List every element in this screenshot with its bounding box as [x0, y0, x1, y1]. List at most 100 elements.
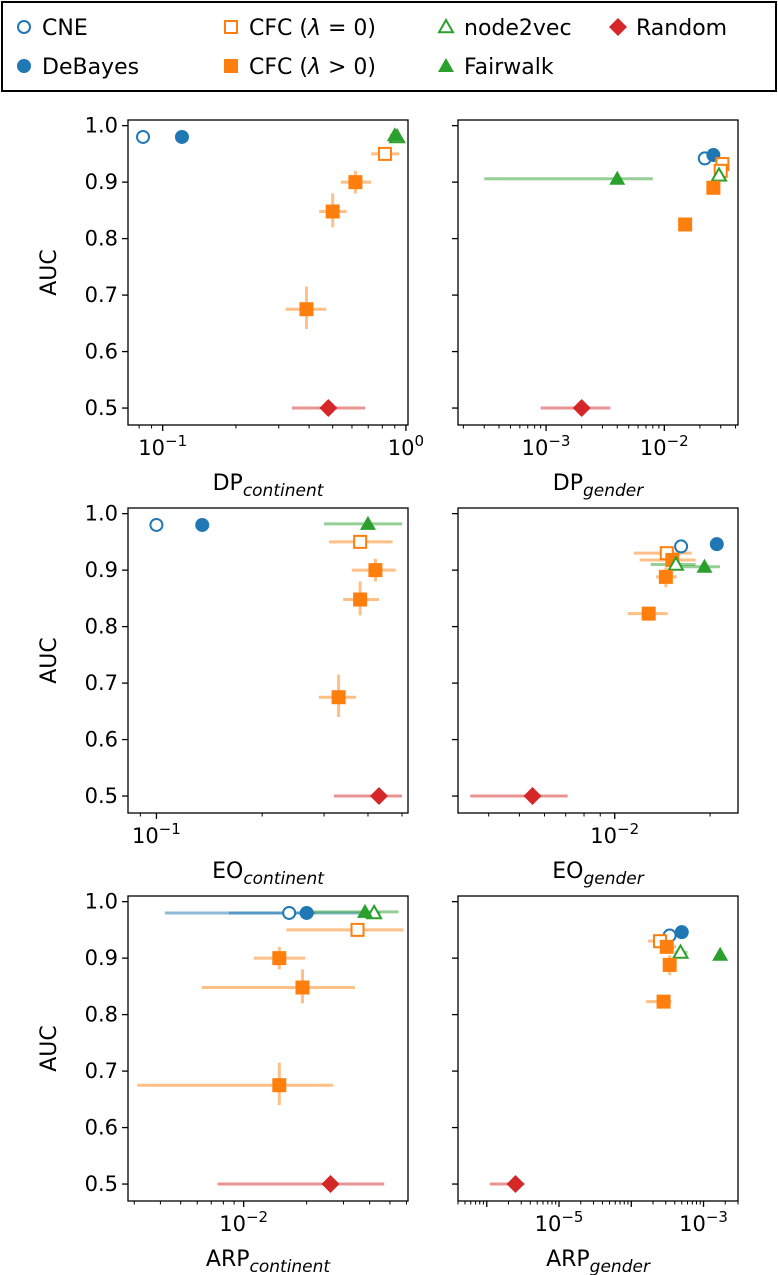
- point-cfc: [348, 175, 363, 190]
- point-cne: [136, 129, 151, 144]
- x-tick-label: 10−2: [640, 432, 689, 460]
- panel-dp-continent: 1.0 0.9 0.8 0.7 0.6 0.5 10−1 100 DPcontinent AUC: [37, 114, 424, 501]
- point-random: [523, 787, 542, 806]
- legend-marker-debayes: [17, 59, 31, 73]
- y-tick-label: 0.9: [85, 558, 118, 582]
- point-cne: [674, 539, 689, 554]
- legend-entry-cfc0: CFC (λ = 0): [224, 16, 376, 41]
- legend-label-random: Random: [636, 16, 727, 41]
- point-cfc: [659, 939, 674, 954]
- point-random: [572, 399, 591, 418]
- error-bars: [285, 133, 401, 410]
- point-fairwalk: [609, 170, 626, 185]
- x-tick-label: 10−3: [522, 432, 571, 460]
- point-cfc: [325, 204, 340, 219]
- y-axis-label: AUC: [37, 249, 62, 296]
- x-tick-label: 10−5: [535, 1208, 584, 1236]
- point-random: [370, 787, 389, 806]
- point-cfc: [353, 592, 368, 607]
- legend-entry-debayes: DeBayes: [17, 55, 139, 80]
- legend-entry-cfc: CFC (λ > 0): [224, 55, 376, 80]
- point-cfc: [706, 180, 721, 195]
- y-tick-label: 0.5: [85, 1172, 118, 1196]
- legend-label-cfc0: CFC (λ = 0): [249, 16, 376, 41]
- x-tick-label: 100: [388, 432, 424, 460]
- legend-entry-cne: CNE: [17, 16, 88, 41]
- y-axis-label: AUC: [37, 1025, 62, 1072]
- legend-label-fairwalk: Fairwalk: [464, 55, 554, 80]
- point-cfc: [299, 302, 314, 317]
- axes-frame: [457, 507, 739, 814]
- point-cfc: [658, 569, 673, 584]
- legend-marker-random: [609, 18, 627, 36]
- x-tick-label: 10−2: [219, 1208, 268, 1236]
- point-debayes: [195, 517, 210, 532]
- y-tick-label: 0.6: [85, 340, 118, 364]
- point-fairwalk: [712, 946, 729, 961]
- x-tick-label: 10−3: [679, 1208, 728, 1236]
- legend-entry-random: Random: [609, 16, 727, 41]
- data-points: [272, 903, 383, 1194]
- point-debayes: [709, 537, 724, 552]
- error-bars: [137, 910, 404, 1186]
- y-tick-label: 0.8: [85, 227, 118, 251]
- point-random: [321, 1175, 340, 1194]
- axes-frame: [127, 507, 409, 814]
- panel-eo-gender: 10−2 EOgender: [452, 507, 739, 889]
- point-cfc: [678, 217, 693, 232]
- point-cfc: [272, 1078, 287, 1093]
- point-cne: [282, 905, 297, 920]
- x-axis-label: DPgender: [553, 471, 644, 501]
- y-tick-label: 1.0: [85, 502, 118, 526]
- point-cfc0: [353, 534, 368, 549]
- legend-entry-node2vec: node2vec: [437, 16, 572, 41]
- point-fairwalk: [696, 558, 713, 573]
- point-cfc: [331, 690, 346, 705]
- y-tick-label: 0.6: [85, 1116, 118, 1140]
- point-fairwalk: [359, 515, 376, 530]
- data-points: [572, 148, 730, 418]
- point-debayes: [174, 129, 189, 144]
- x-tick-label: 10−2: [590, 820, 639, 848]
- x-axis-label: ARPcontinent: [206, 1247, 332, 1275]
- point-debayes: [674, 925, 689, 940]
- legend-label-debayes: DeBayes: [42, 55, 139, 80]
- axes-frame: [457, 895, 739, 1202]
- axes-frame: [127, 119, 409, 426]
- point-cfc: [641, 606, 656, 621]
- error-bars: [489, 939, 688, 1186]
- point-cfc: [368, 563, 383, 578]
- axes-frame: [127, 895, 409, 1202]
- data-points: [136, 127, 406, 418]
- y-tick-label: 0.7: [85, 671, 118, 695]
- data-points: [523, 537, 724, 806]
- x-axis-label: ARPgender: [546, 1247, 651, 1275]
- point-fairwalk: [356, 903, 373, 918]
- y-tick-label: 0.9: [85, 170, 118, 194]
- data-points: [149, 515, 389, 806]
- y-tick-label: 0.9: [85, 946, 118, 970]
- data-points: [506, 925, 729, 1194]
- x-axis-label: DPcontinent: [213, 471, 325, 501]
- x-axis-label: EOgender: [552, 859, 644, 889]
- legend-marker-cfc0: [224, 20, 238, 34]
- legend-label-node2vec: node2vec: [464, 16, 572, 41]
- point-debayes: [299, 905, 314, 920]
- point-cfc: [295, 980, 310, 995]
- legend-marker-fairwalk: [438, 58, 454, 72]
- point-node2vec: [710, 166, 728, 182]
- axes-frame: [457, 119, 739, 426]
- x-tick-label: 10−1: [132, 820, 181, 848]
- y-tick-label: 0.8: [85, 1003, 118, 1027]
- point-cfc: [272, 951, 287, 966]
- x-tick-label: 10−1: [138, 432, 187, 460]
- y-axis-label: AUC: [37, 637, 62, 684]
- y-tick-label: 0.6: [85, 728, 118, 752]
- legend-label-cfc: CFC (λ > 0): [249, 55, 376, 80]
- panel-dp-gender: 10−3 10−2 DPgender: [452, 119, 739, 501]
- error-bars: [470, 551, 721, 798]
- point-cne: [149, 517, 164, 532]
- legend: CNE DeBayes CFC (λ = 0) CFC (λ > 0) node2vec…: [1, 1, 777, 92]
- error-bars: [318, 522, 403, 798]
